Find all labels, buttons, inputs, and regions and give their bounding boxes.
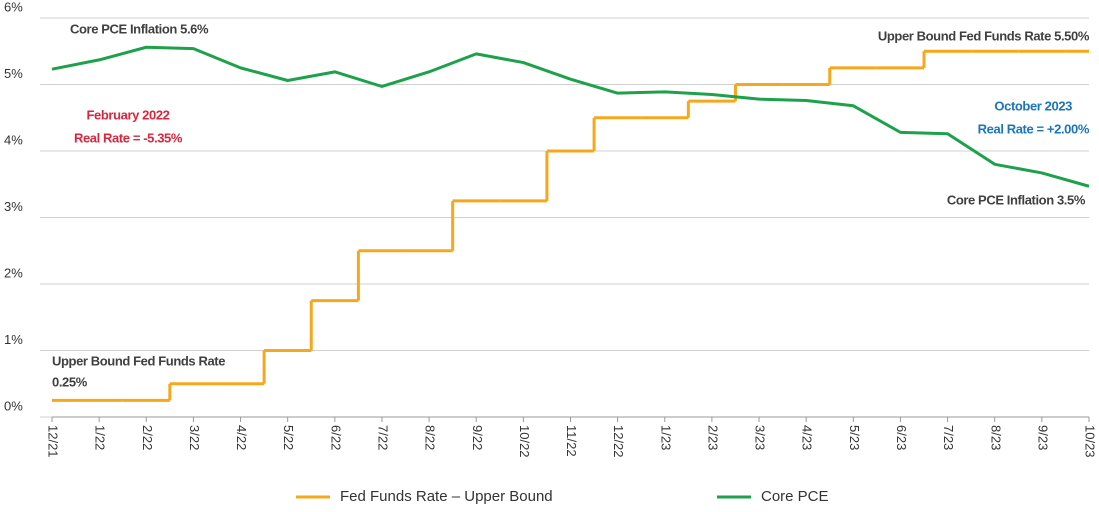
x-tick-label: 10/22 — [517, 425, 532, 458]
x-tick-label: 4/23 — [800, 425, 815, 450]
x-tick-label: 1/22 — [93, 425, 108, 450]
x-tick-label: 8/22 — [423, 425, 438, 450]
y-tick-label: 2% — [4, 265, 23, 280]
annotation: October 2023 — [994, 98, 1072, 113]
y-tick-label: 3% — [4, 199, 23, 214]
x-tick-label: 2/23 — [705, 425, 720, 450]
x-tick-label: 11/22 — [564, 425, 579, 457]
annotation: Core PCE Inflation 5.6% — [70, 21, 209, 36]
x-tick-label: 10/23 — [1083, 425, 1098, 458]
y-tick-label: 4% — [4, 132, 23, 147]
x-tick-label: 8/23 — [988, 425, 1003, 450]
annotation: 0.25% — [52, 374, 88, 389]
annotation: February 2022 — [87, 107, 170, 122]
x-tick-label: 1/23 — [658, 425, 673, 450]
annotation: Core PCE Inflation 3.5% — [947, 192, 1086, 207]
annotation: Real Rate = +2.00% — [978, 121, 1090, 136]
x-tick-label: 12/22 — [611, 425, 626, 458]
line — [51, 45, 1090, 188]
x-tick-label: 5/22 — [281, 425, 296, 450]
legend-label: Core PCE — [761, 488, 829, 505]
x-tick-label: 6/23 — [894, 425, 909, 450]
y-tick-label: 0% — [4, 398, 23, 413]
y-tick-label: 5% — [4, 66, 23, 81]
x-tick-label: 5/23 — [847, 425, 862, 450]
legend-label: Fed Funds Rate – Upper Bound — [340, 488, 553, 505]
x-tick-label: 3/22 — [187, 425, 202, 450]
x-tick-label: 6/22 — [328, 425, 343, 450]
annotation: Upper Bound Fed Funds Rate 5.50% — [878, 28, 1090, 43]
x-tick-label: 7/23 — [941, 425, 956, 450]
x-tick-label: 9/22 — [470, 425, 485, 450]
y-tick-label: 6% — [4, 0, 23, 14]
x-tick-label: 12/21 — [46, 425, 61, 458]
x-tick-label: 4/22 — [234, 425, 249, 450]
annotation: Real Rate = -5.35% — [74, 130, 183, 145]
x-tick-label: 2/22 — [140, 425, 155, 450]
x-tick-label: 7/22 — [376, 425, 391, 450]
x-tick-label: 9/23 — [1035, 425, 1050, 450]
y-tick-label: 1% — [4, 332, 23, 347]
annotation: Upper Bound Fed Funds Rate — [52, 353, 225, 368]
x-tick-label: 3/23 — [753, 425, 768, 450]
